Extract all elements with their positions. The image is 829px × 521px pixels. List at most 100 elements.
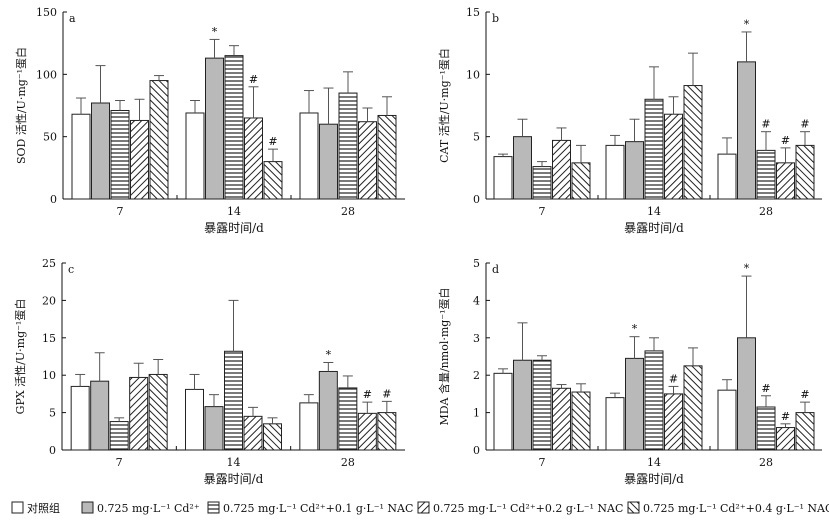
significance-mark: * [326, 348, 332, 361]
bar [571, 391, 591, 451]
y-tick-label: 3 [473, 332, 480, 345]
x-tick-label: 28 [759, 456, 773, 469]
y-tick-label: 10 [42, 369, 56, 382]
bar [205, 57, 224, 200]
y-tick-label: 0 [49, 444, 56, 457]
bar [90, 380, 110, 451]
bar [795, 412, 815, 451]
y-tick-label: 50 [43, 131, 57, 144]
y-tick-label: 4 [473, 294, 480, 307]
bar [338, 92, 358, 200]
panel-letter: b [492, 12, 499, 25]
y-tick-label: 15 [466, 6, 480, 19]
bar [683, 365, 703, 451]
bar [91, 102, 110, 200]
x-tick-label: 14 [647, 456, 661, 469]
x-tick-label: 14 [227, 456, 241, 469]
bar [299, 402, 319, 451]
significance-mark: * [744, 262, 750, 275]
y-axis-label: CAT 活性/U·mg⁻¹蛋白 [437, 48, 451, 163]
x-axis-label: 暴露时间/d [204, 221, 264, 235]
bar [644, 98, 664, 200]
y-tick-label: 0 [473, 444, 480, 457]
significance-mark: # [800, 388, 809, 401]
bar [299, 112, 319, 200]
y-tick-label: 0 [50, 193, 57, 206]
significance-mark: # [249, 73, 258, 86]
bar [493, 372, 513, 451]
x-tick-label: 7 [539, 456, 546, 469]
y-axis-label: SOD 活性/U·mg⁻¹蛋白 [14, 47, 28, 164]
x-tick-label: 28 [759, 205, 773, 218]
y-tick-label: 25 [42, 257, 56, 270]
panel-letter: c [68, 263, 74, 276]
x-tick-label: 14 [227, 205, 241, 218]
bar [532, 359, 552, 451]
legend: 对照组 0.725 mg·L⁻¹ Cd²⁺ 0.725 mg·L⁻¹ Cd²⁺+0.… [11, 501, 829, 515]
significance-mark: * [632, 323, 638, 336]
bar [625, 141, 644, 200]
y-tick-label: 5 [49, 407, 56, 420]
bar [493, 156, 513, 200]
x-tick-label: 7 [117, 205, 124, 218]
legend-swatch [11, 501, 24, 514]
y-axis-label: GPX 活性/U·mg⁻¹蛋白 [13, 299, 27, 415]
bar [571, 162, 591, 200]
y-tick-label: 5 [473, 257, 480, 270]
bar [552, 387, 571, 451]
bar [513, 359, 532, 451]
y-tick-label: 10 [466, 68, 480, 81]
bar [318, 370, 338, 451]
bar [737, 337, 756, 451]
bar [110, 109, 130, 200]
bar [717, 153, 737, 200]
bar [129, 376, 149, 451]
bar [319, 123, 338, 200]
x-axis-label: 暴露时间/d [204, 472, 264, 486]
bar [185, 388, 204, 451]
significance-mark: # [761, 118, 770, 131]
bar [357, 412, 377, 451]
bar [776, 162, 795, 200]
panel-a: 0 50 100 150 7 14 28 暴露时间/d SOD 活性/U·mg⁻¹蛋白 a * # # [14, 6, 405, 235]
bar [717, 389, 737, 451]
y-tick-label: 5 [473, 131, 480, 144]
bar [263, 161, 283, 200]
x-tick-label: 14 [647, 205, 661, 218]
panel-b: 0 5 10 15 7 14 28 暴露时间/d CAT 活性/U·mg⁻¹蛋白 b * # # # [437, 6, 822, 235]
bar [70, 385, 90, 451]
panel-c: 0 5 10 15 20 25 7 14 28 暴露时间/d GPX 活性/U·mg⁻¹蛋白 c * # # [13, 257, 405, 486]
y-tick-label: 2 [473, 369, 480, 382]
x-tick-label: 7 [539, 205, 546, 218]
bar [148, 373, 168, 451]
significance-mark: # [268, 135, 277, 148]
bar [338, 387, 358, 451]
significance-mark: # [800, 118, 809, 131]
bar [532, 166, 552, 200]
x-axis-label: 暴露时间/d [624, 472, 684, 486]
y-tick-label: 0 [473, 193, 480, 206]
y-tick-label: 100 [36, 68, 57, 81]
bar [263, 423, 282, 451]
bar [244, 117, 263, 200]
bar [605, 397, 625, 451]
legend-label: 0.725 mg·L⁻¹ Cd²⁺+0.4 g·L⁻¹ NAC [643, 502, 829, 515]
panel-letter: a [69, 12, 76, 25]
bar [377, 412, 397, 451]
legend-swatch [81, 501, 94, 514]
bar [795, 144, 815, 200]
bar [737, 61, 756, 200]
bar [377, 114, 397, 200]
y-tick-label: 15 [42, 332, 56, 345]
x-tick-label: 28 [341, 205, 355, 218]
significance-mark: # [781, 134, 790, 147]
significance-mark: # [761, 382, 770, 395]
bar [644, 350, 664, 451]
significance-mark: * [212, 25, 218, 38]
x-tick-label: 7 [116, 456, 123, 469]
significance-mark: # [669, 372, 678, 385]
y-axis-label: MDA 含量/nmol·mg⁻¹蛋白 [437, 287, 451, 425]
bar [513, 136, 532, 200]
legend-label: 0.725 mg·L⁻¹ Cd²⁺ [97, 502, 200, 515]
